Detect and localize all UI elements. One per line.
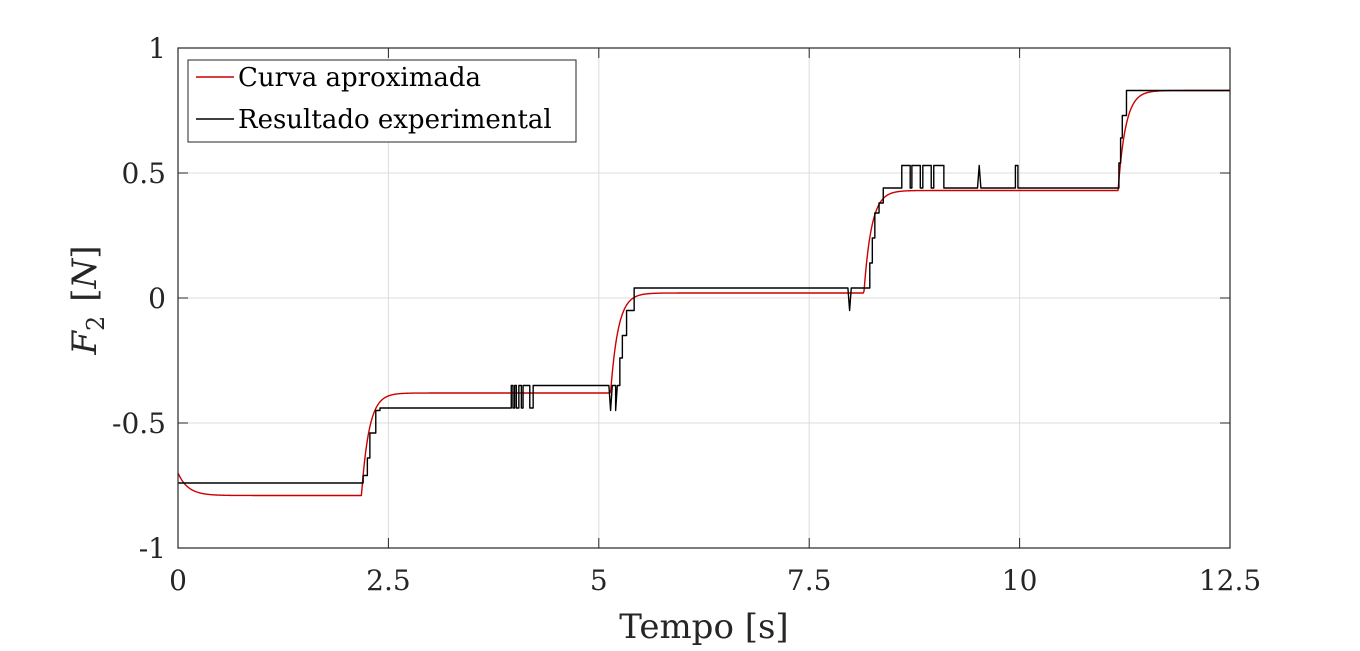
y-tick-label: 1 — [148, 32, 166, 65]
y-tick-label: -1 — [139, 532, 166, 565]
svg-text:F2[N]: F2 [N] — [65, 245, 110, 355]
y-axis-label-symbol: F — [65, 330, 105, 356]
legend-label-curva: Curva aproximada — [238, 63, 481, 93]
y-axis-label-subscript: 2 — [82, 316, 110, 331]
legend: Curva aproximada Resultado experimental — [187, 59, 577, 143]
x-tick-label: 2.5 — [366, 564, 411, 597]
y-axis-label-unit-open: [ — [65, 288, 105, 301]
ticks: 0 2.5 5 7.5 10 12.5 -1 -0.5 0 0.5 1 — [112, 32, 1261, 597]
x-tick-label: 10 — [1002, 564, 1038, 597]
legend-label-experimental: Resultado experimental — [238, 105, 552, 135]
y-tick-label: 0 — [148, 282, 166, 315]
y-axis-label-unit: N — [65, 257, 105, 289]
x-tick-label: 0 — [169, 564, 187, 597]
x-tick-label: 7.5 — [787, 564, 832, 597]
x-axis-label: Tempo [s] — [619, 607, 788, 647]
series-line-1 — [178, 89, 1230, 484]
series-group — [177, 89, 1230, 497]
x-tick-label: 5 — [590, 564, 608, 597]
y-axis-label-unit-close: ] — [65, 245, 105, 258]
series-line-0 — [177, 89, 1230, 497]
legend-box — [187, 59, 577, 143]
x-tick-label: 12.5 — [1199, 564, 1261, 597]
y-tick-label: 0.5 — [121, 157, 166, 190]
y-axis-label: F2 [N] — [65, 245, 110, 355]
y-tick-label: -0.5 — [112, 407, 166, 440]
